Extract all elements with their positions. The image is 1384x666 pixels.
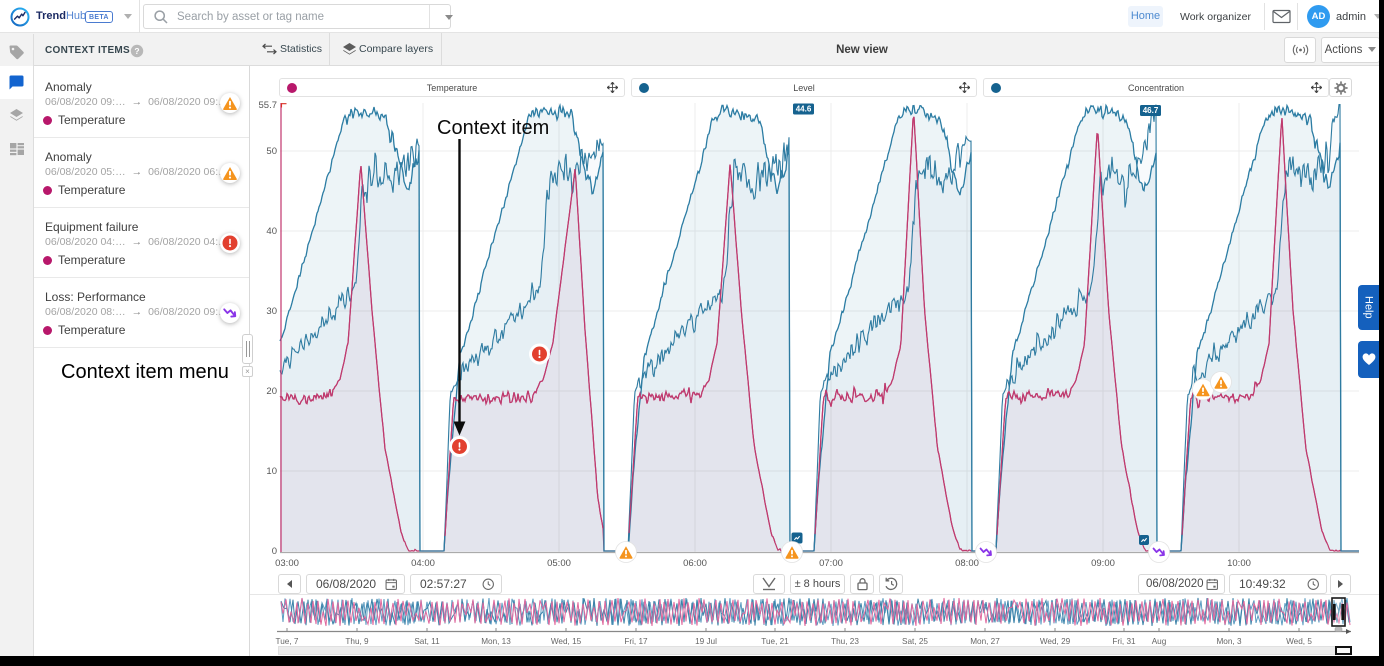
- svg-text:44.6: 44.6: [796, 105, 812, 114]
- svg-text:Wed, 29: Wed, 29: [1040, 637, 1071, 646]
- svg-text:30: 30: [266, 306, 277, 317]
- svg-text:06:00: 06:00: [683, 558, 707, 569]
- svg-text:10:00: 10:00: [1227, 558, 1251, 569]
- svg-text:46.7: 46.7: [1143, 106, 1159, 115]
- svg-text:20: 20: [266, 386, 277, 397]
- svg-text:Mon, 13: Mon, 13: [481, 637, 511, 646]
- svg-text:40: 40: [266, 226, 277, 237]
- svg-text:03:00: 03:00: [275, 558, 299, 569]
- svg-text:Tue, 7: Tue, 7: [276, 637, 299, 646]
- svg-text:04:00: 04:00: [411, 558, 435, 569]
- svg-text:10: 10: [266, 466, 277, 477]
- svg-text:09:00: 09:00: [1091, 558, 1115, 569]
- svg-text:Wed, 5: Wed, 5: [1286, 637, 1312, 646]
- svg-text:Thu, 9: Thu, 9: [345, 637, 369, 646]
- svg-text:Sat, 11: Sat, 11: [414, 637, 440, 646]
- svg-text:Fri, 17: Fri, 17: [624, 637, 648, 646]
- svg-text:Sat, 25: Sat, 25: [902, 637, 928, 646]
- svg-text:Tue, 21: Tue, 21: [761, 637, 789, 646]
- svg-text:19 Jul: 19 Jul: [695, 637, 717, 646]
- svg-text:Wed, 15: Wed, 15: [551, 637, 582, 646]
- svg-text:07:00: 07:00: [819, 558, 843, 569]
- svg-text:?: ?: [134, 46, 139, 56]
- svg-text:08:00: 08:00: [955, 558, 979, 569]
- svg-text:Mon, 3: Mon, 3: [1216, 637, 1241, 646]
- svg-text:55.7: 55.7: [259, 100, 278, 111]
- svg-text:Mon, 27: Mon, 27: [970, 637, 1000, 646]
- svg-text:Aug: Aug: [1152, 637, 1167, 646]
- svg-text:05:00: 05:00: [547, 558, 571, 569]
- svg-text:Fri, 31: Fri, 31: [1112, 637, 1136, 646]
- svg-text:50: 50: [266, 146, 277, 157]
- svg-text:0: 0: [272, 546, 277, 557]
- svg-text:Thu, 23: Thu, 23: [831, 637, 859, 646]
- svg-text:Context item: Context item: [437, 117, 549, 139]
